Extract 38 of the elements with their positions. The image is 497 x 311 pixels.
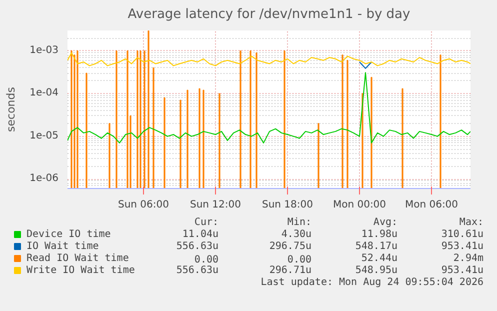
text: Last update: Mon Aug 24 09:55:04 2026: [260, 277, 484, 288]
text: 953.41u: [441, 265, 484, 276]
legend-label: Read IO Wait time: [26, 253, 129, 264]
y-tick-label: 1e-04: [30, 88, 59, 99]
text: Cur:: [194, 217, 219, 228]
x-tick-label: Sun 06:00: [118, 200, 170, 210]
y-axis-title: seconds: [4, 86, 18, 132]
chart-title: Average latency for /dev/nvme1n1 - by day: [128, 7, 411, 22]
line-series: [68, 72, 470, 144]
text: 11.04u: [182, 229, 218, 240]
text: 0.00: [194, 254, 219, 266]
x-tick-label: Mon 00:00: [332, 200, 386, 210]
text: Min:: [287, 217, 312, 228]
text: 548.95u: [355, 265, 398, 276]
text: Max:: [459, 217, 484, 228]
y-tick-label: 1e-03: [30, 44, 59, 56]
text: 2.94m: [453, 253, 484, 264]
text: 296.71u: [269, 265, 312, 276]
text: 52.44u: [361, 253, 398, 264]
text: 310.61u: [441, 229, 484, 240]
text: 556.63u: [176, 241, 219, 252]
text: 296.75u: [269, 241, 312, 252]
x-tick-label: Mon 06:00: [404, 200, 458, 210]
text: 4.30u: [281, 229, 312, 240]
legend-label: Write IO Wait time: [26, 265, 135, 276]
y-tick-label: 1e-06: [30, 173, 59, 184]
x-tick-label: Sun 12:00: [190, 200, 242, 210]
line-series: [68, 52, 470, 66]
text: Avg:: [373, 217, 398, 228]
x-tick-label: Sun 18:00: [262, 200, 314, 210]
text: 0.00: [287, 254, 312, 266]
legend-label: IO Wait time: [26, 241, 99, 252]
text: 548.17u: [355, 241, 398, 252]
text: 11.98u: [361, 229, 398, 240]
text: 556.63u: [176, 265, 219, 276]
y-tick-label: 1e-05: [30, 130, 59, 142]
legend-label: Device IO time: [26, 229, 111, 240]
text: 953.41u: [441, 241, 484, 252]
